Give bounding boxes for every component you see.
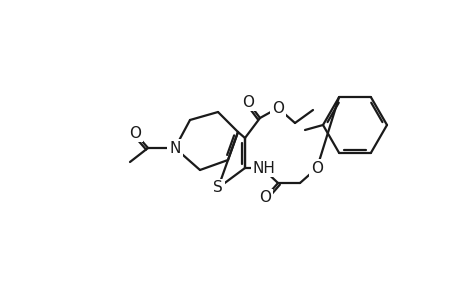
Text: O: O <box>271 100 283 116</box>
Text: O: O <box>271 100 283 116</box>
Text: O: O <box>129 125 141 140</box>
Text: O: O <box>241 94 253 110</box>
Text: O: O <box>258 190 270 206</box>
Text: O: O <box>310 160 322 175</box>
Text: O: O <box>258 190 270 206</box>
Text: O: O <box>241 94 253 110</box>
Text: NH: NH <box>252 160 275 175</box>
Text: N: N <box>169 140 180 155</box>
Text: O: O <box>129 125 141 140</box>
Text: S: S <box>213 181 223 196</box>
